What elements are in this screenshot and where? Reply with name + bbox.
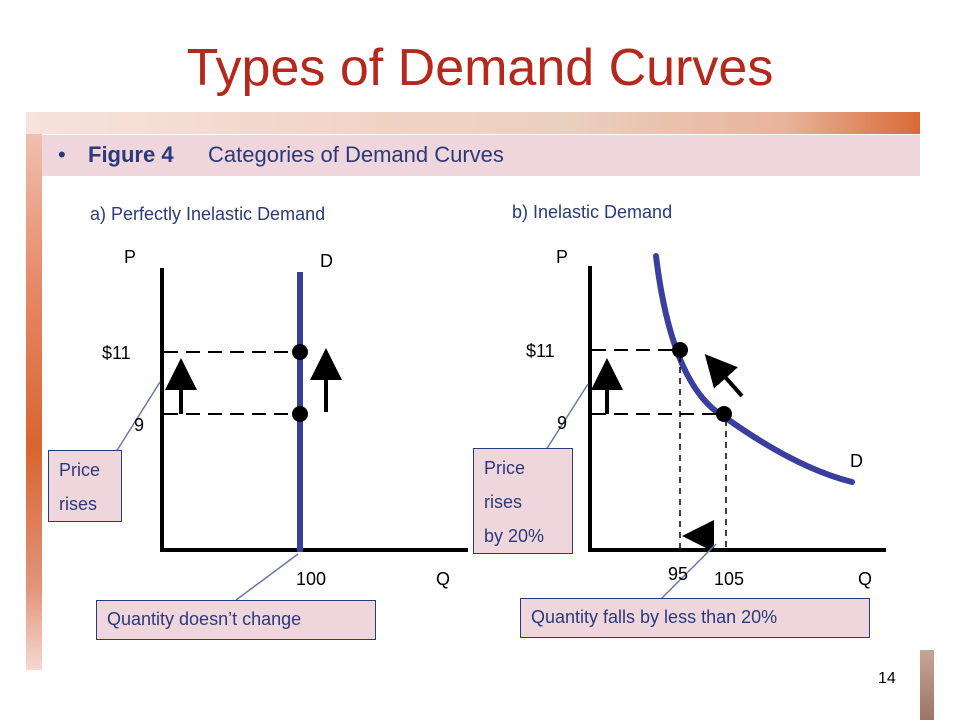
chart-b-quantity-note: Quantity falls by less than 20% xyxy=(520,598,870,638)
decorative-top-strip xyxy=(26,112,920,134)
chart-a-quantity-callout-line xyxy=(235,553,299,601)
chart-b-demand-curve xyxy=(653,253,855,485)
chart-a-price-callout-line xyxy=(115,381,161,453)
chart-b-title: b) Inelastic Demand xyxy=(512,202,673,222)
chart-b-quantity-callout-line xyxy=(659,543,717,601)
page-number: 14 xyxy=(878,670,896,687)
chart-a-price-note-line-1: Price xyxy=(59,460,101,480)
chart-a-ytick-9: 9 xyxy=(134,415,144,435)
chart-a-point-11 xyxy=(292,344,308,360)
decorative-left-strip xyxy=(26,112,42,670)
chart-b-curve-arrow xyxy=(704,354,744,398)
chart-b-price-note-line-3: by 20% xyxy=(484,526,545,546)
chart-b-curve-label: D xyxy=(850,451,863,471)
chart-a-title: a) Perfectly Inelastic Demand xyxy=(90,204,326,224)
chart-b-point-9 xyxy=(716,406,732,422)
bullet-marker: • xyxy=(58,142,66,167)
chart-b-price-callout-line xyxy=(545,383,589,451)
chart-b-xtick-105: 105 xyxy=(714,569,744,589)
figure-caption: Categories of Demand Curves xyxy=(208,142,504,167)
chart-a-ylabel: P xyxy=(124,247,136,267)
chart-a-xtick-100: 100 xyxy=(296,569,326,589)
chart-a-curve-label: D xyxy=(320,251,333,271)
chart-b-ytick-11: $11 xyxy=(526,341,555,361)
chart-a-quantity-note: Quantity doesn’t change xyxy=(96,600,376,640)
decorative-right-strip xyxy=(920,650,934,720)
chart-b-xlabel: Q xyxy=(858,569,872,589)
chart-a-price-note-line-2: rises xyxy=(59,494,98,514)
chart-b-price-note-line-2: rises xyxy=(484,492,523,512)
figure-header-bar xyxy=(42,135,920,176)
chart-a-ytick-11: $11 xyxy=(102,343,131,363)
chart-b-price-note: Price rises by 20% xyxy=(473,448,573,554)
chart-b-price-note-line-1: Price xyxy=(484,458,526,478)
chart-a-xlabel: Q xyxy=(436,569,450,589)
chart-b-ytick-9: 9 xyxy=(557,413,567,433)
chart-b-ylabel: P xyxy=(556,247,568,267)
chart-b-point-11 xyxy=(672,342,688,358)
chart-a-point-9 xyxy=(292,406,308,422)
figure-label: Figure 4 xyxy=(88,142,174,167)
slide-title: Types of Demand Curves xyxy=(186,39,774,97)
chart-a-price-note: Price rises xyxy=(48,450,122,522)
chart-b-xtick-95: 95 xyxy=(668,564,688,584)
